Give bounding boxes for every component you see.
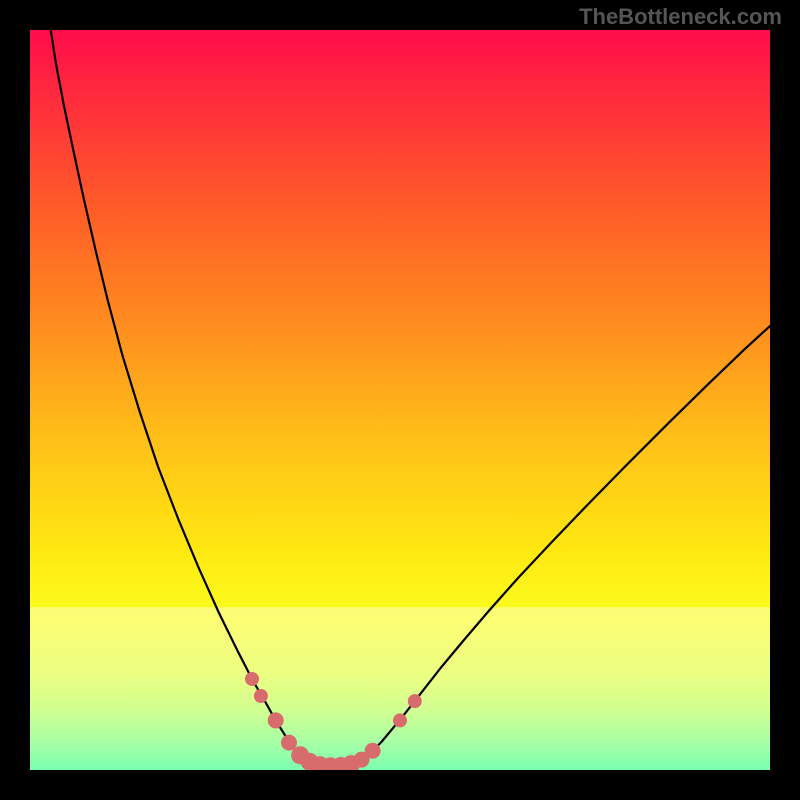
chart-stage: TheBottleneck.com (0, 0, 800, 800)
watermark-text: TheBottleneck.com (579, 4, 782, 30)
plot-area (30, 30, 770, 770)
curve-marker (254, 689, 268, 703)
curve-marker (408, 694, 422, 708)
curve-marker (268, 712, 284, 728)
curve-marker (365, 743, 381, 759)
curve-marker (393, 713, 407, 727)
highlight-band (30, 607, 770, 770)
curve-marker (245, 672, 259, 686)
plot-svg (30, 30, 770, 770)
